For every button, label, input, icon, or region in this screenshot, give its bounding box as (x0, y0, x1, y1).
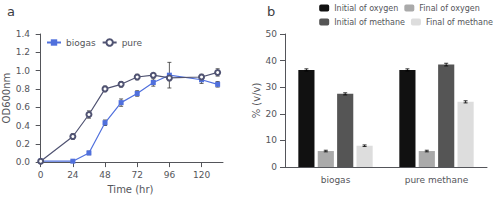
svg-text:10: 10 (266, 135, 278, 145)
svg-text:pure: pure (122, 38, 143, 48)
svg-text:40: 40 (266, 56, 278, 66)
svg-text:0.0: 0.0 (16, 157, 31, 167)
svg-text:Initial of methane: Initial of methane (334, 18, 405, 27)
svg-text:1.4: 1.4 (16, 29, 31, 39)
svg-text:0.4: 0.4 (16, 121, 31, 131)
svg-text:Final of methane: Final of methane (426, 18, 493, 27)
svg-text:1.2: 1.2 (16, 47, 30, 57)
svg-text:% (v/v): % (v/v) (251, 83, 262, 119)
svg-text:96: 96 (164, 170, 176, 180)
svg-text:a: a (7, 4, 15, 19)
svg-text:48: 48 (99, 170, 111, 180)
svg-text:1.0: 1.0 (16, 66, 31, 76)
svg-text:biogas: biogas (66, 38, 96, 48)
svg-text:Final of oxygen: Final of oxygen (419, 4, 479, 13)
svg-text:b: b (267, 4, 275, 19)
svg-text:30: 30 (266, 82, 278, 92)
svg-text:Time (hr): Time (hr) (107, 184, 154, 195)
svg-text:0.8: 0.8 (16, 84, 31, 94)
svg-text:72: 72 (131, 170, 142, 180)
svg-text:0: 0 (38, 170, 44, 180)
svg-text:20: 20 (266, 109, 278, 119)
svg-text:pure methane: pure methane (405, 175, 469, 185)
svg-text:24: 24 (67, 170, 79, 180)
svg-text:Initial of oxygen: Initial of oxygen (334, 4, 398, 13)
svg-text:120: 120 (193, 170, 210, 180)
svg-text:0: 0 (271, 162, 277, 172)
svg-text:biogas: biogas (321, 175, 351, 185)
svg-text:0.6: 0.6 (16, 102, 31, 112)
svg-text:OD600nm: OD600nm (1, 73, 12, 124)
svg-text:50: 50 (266, 29, 278, 39)
svg-text:0.2: 0.2 (16, 139, 30, 149)
